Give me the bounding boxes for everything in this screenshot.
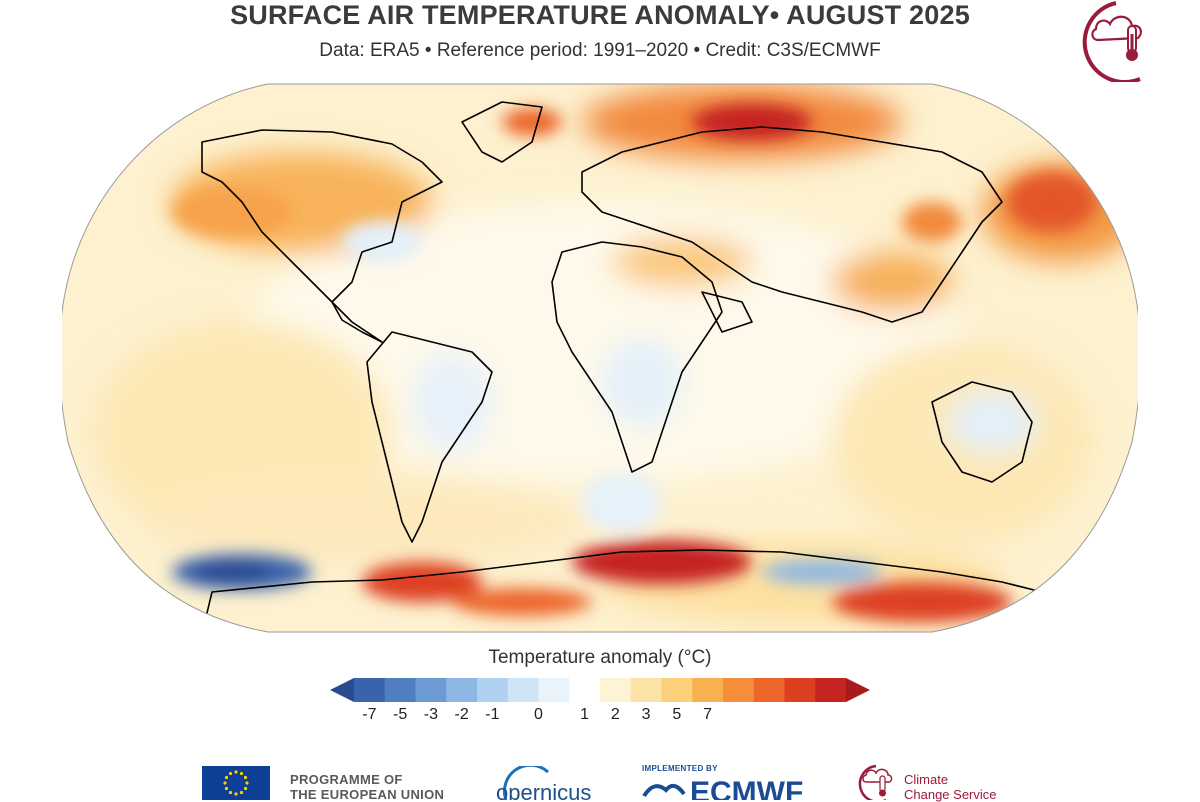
colorbar-tick-label: -1: [485, 706, 500, 723]
colorbar-cell: [477, 678, 509, 702]
eu-star: [228, 790, 233, 795]
ecmwf-implemented-text: IMPLEMENTED BY: [642, 764, 718, 773]
colorbar-cell: [354, 678, 386, 702]
c3s-thermometer-logo-icon: [1082, 1, 1142, 82]
colorbar-tick-label: 3: [641, 706, 651, 723]
colorbar-tick-label: 1: [580, 706, 590, 723]
colorbar-cell: [815, 678, 847, 702]
world-anomaly-map: [62, 83, 1138, 633]
colorbar-tick-label: 7: [703, 706, 713, 723]
eu-star: [245, 781, 249, 785]
colorbar: [330, 678, 870, 702]
eu-star: [243, 775, 248, 780]
eu-star: [239, 790, 244, 795]
colorbar-cell: [507, 678, 539, 702]
eu-programme-text: PROGRAMME OF THE EUROPEAN UNION: [290, 772, 444, 802]
c3s-line-1: Climate: [904, 772, 949, 787]
eu-star: [224, 786, 229, 791]
copernicus-logo-icon: opernicus: [496, 766, 591, 800]
c3s-small-logo-icon: [858, 764, 893, 800]
eu-star: [224, 775, 229, 780]
colorbar-cell: [384, 678, 416, 702]
colorbar-cell: [661, 678, 693, 702]
colorbar-cell: [538, 678, 570, 702]
colorbar-tick-label: -3: [423, 706, 438, 723]
eu-star: [223, 781, 227, 785]
colorbar-tick-label: 5: [672, 706, 682, 723]
colorbar-extend-low: [330, 678, 354, 702]
eu-flag-icon: [202, 766, 270, 800]
colorbar-cell: [415, 678, 447, 702]
eu-star: [234, 770, 238, 774]
colorbar-cell: [753, 678, 785, 702]
eu-star: [239, 771, 244, 776]
colorbar-tick-label: -5: [393, 706, 408, 723]
copernicus-text: opernicus: [496, 780, 591, 800]
colorbar-tick-label: -7: [362, 706, 377, 723]
page-title: SURFACE AIR TEMPERATURE ANOMALY• AUGUST …: [230, 0, 970, 30]
colorbar-cell: [784, 678, 816, 702]
colorbar-tick-label: 0: [534, 706, 543, 723]
colorbar-cell: [600, 678, 632, 702]
colorbar-ticks: -7 -5 -3 -2 -1 0 1 2 3 5 7: [0, 706, 1200, 730]
eu-star: [228, 771, 233, 776]
page-subtitle: Data: ERA5 • Reference period: 1991–2020…: [319, 40, 881, 61]
footer-logos: PROGRAMME OF THE EUROPEAN UNION opernicu…: [0, 760, 1200, 802]
colorbar-cell: [569, 678, 601, 702]
c3s-line-2: Change Service: [904, 787, 997, 802]
eu-line-1: PROGRAMME OF: [290, 772, 403, 787]
c3s-text: Climate Change Service: [904, 772, 997, 802]
colorbar-cell: [446, 678, 478, 702]
ecmwf-logo-icon: ECMWF: [642, 776, 803, 800]
colorbar-tick-label: 2: [610, 706, 620, 723]
legend-title: Temperature anomaly (°C): [488, 647, 712, 668]
colorbar-cell: [692, 678, 724, 702]
colorbar-extend-high: [846, 678, 870, 702]
eu-star: [234, 792, 238, 796]
colorbar-cell: [630, 678, 662, 702]
colorbar-cell: [723, 678, 755, 702]
ecmwf-text: ECMWF: [690, 776, 803, 800]
colorbar-tick-label: -2: [454, 706, 469, 723]
eu-star: [243, 786, 248, 791]
eu-line-2: THE EUROPEAN UNION: [290, 787, 445, 802]
